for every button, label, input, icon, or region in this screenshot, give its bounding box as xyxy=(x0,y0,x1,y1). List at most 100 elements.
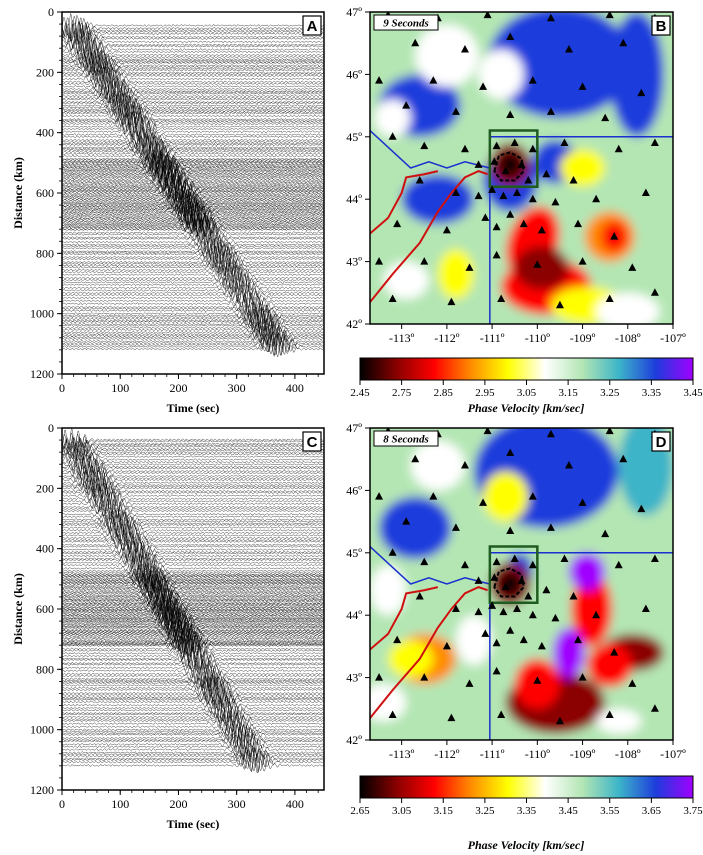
waveform-trace-154 xyxy=(62,285,324,302)
anomaly-16 xyxy=(560,149,605,186)
colorbar-tick-label-4: 3.05 xyxy=(517,387,537,399)
y-tick-label-6: 1200 xyxy=(30,783,54,797)
anomaly-13 xyxy=(587,643,632,687)
colorbar-tick-label-7: 3.35 xyxy=(642,387,662,399)
waveform-trace-150 xyxy=(62,686,324,711)
anomaly-17 xyxy=(569,553,605,590)
anomaly-2 xyxy=(379,497,451,559)
y-tick-label-4: 800 xyxy=(36,662,54,676)
ylabel-c: Distance (km) xyxy=(11,573,25,645)
y-tick-label-4: 800 xyxy=(36,246,54,260)
y-tick-label-1: 200 xyxy=(36,481,54,495)
anomaly-7 xyxy=(479,49,524,99)
anomaly-6 xyxy=(483,472,528,522)
waveform-trace-134 xyxy=(62,655,324,673)
colorbar-tick-label-4: 3.35 xyxy=(517,805,537,817)
waveform-trace-149 xyxy=(62,270,324,289)
lon-tick-label-2: -111º xyxy=(480,331,505,345)
colorbar-label-b: Phase Velocity [km/sec] xyxy=(468,401,585,415)
x-tick-label-1: 100 xyxy=(111,381,129,395)
map-d: -113º -112º -111º -110º -109º -108º -107º42º43… xyxy=(346,416,703,852)
lat-tick-label-0: 42º xyxy=(346,733,362,747)
waveform-trace-3 xyxy=(62,438,324,453)
panel-label-c: C xyxy=(307,434,318,451)
waveform-trace-165 xyxy=(62,726,324,742)
period-label-d: 8 Seconds xyxy=(383,434,429,446)
anomaly-5 xyxy=(402,174,474,224)
colorbar-label-d: Phase Velocity [km/sec] xyxy=(468,838,585,852)
panel-label-b: B xyxy=(656,18,667,35)
waveform-trace-140 xyxy=(62,670,324,689)
x-tick-label-3: 300 xyxy=(228,381,246,395)
waveform-trace-9 xyxy=(62,449,324,463)
lon-tick-label-0: -113º xyxy=(389,747,415,761)
colorbar-b: 2.45 2.75 2.85 2.95 3.05 3.15 3.25 3.35 3.45 Pha… xyxy=(350,358,703,415)
lat-tick-label-5: 47º xyxy=(346,421,362,435)
lat-tick-label-3: 45º xyxy=(346,130,362,144)
x-tick-label-3: 300 xyxy=(228,797,246,811)
x-tick-label-2: 200 xyxy=(169,797,187,811)
colorbar-tick-label-5: 3.45 xyxy=(559,805,579,817)
y-tick-label-5: 1000 xyxy=(30,723,54,737)
colorbar-ticks-d: 2.65 3.05 3.15 3.25 3.35 3.45 3.55 3.65 3.75 xyxy=(350,798,703,817)
y-tick-label-2: 400 xyxy=(36,542,54,556)
waveform-trace-36 xyxy=(62,93,324,111)
y-tick-label-0: 0 xyxy=(48,5,54,19)
waveform-trace-46 xyxy=(62,112,324,129)
lon-tick-label-3: -110º xyxy=(525,331,551,345)
lon-tick-label-1: -112º xyxy=(434,747,460,761)
y-tick-label-2: 400 xyxy=(36,126,54,140)
lon-tick-label-2: -111º xyxy=(480,747,505,761)
waveform-trace-142 xyxy=(62,253,324,275)
waveform-trace-73 xyxy=(62,582,324,595)
waveform-trace-39 xyxy=(62,518,324,537)
colorbar-ticks-b: 2.45 2.75 2.85 2.95 3.05 3.15 3.25 3.35 3.45 xyxy=(350,380,703,399)
lat-tick-label-0: 42º xyxy=(346,317,362,331)
lon-tick-label-6: -107º xyxy=(660,747,686,761)
colorbar-tick-label-1: 2.75 xyxy=(392,387,412,399)
anomaly-1 xyxy=(619,416,673,516)
lat-tick-label-4: 46º xyxy=(346,67,362,81)
y-tick-label-5: 1000 xyxy=(30,307,54,321)
anomaly-16 xyxy=(553,628,585,678)
ylabel-a: Distance (km) xyxy=(11,157,25,229)
panel-label-a: A xyxy=(307,18,318,35)
record-section-a: 0 100 200 300 400020040060080010001200 A Tim… xyxy=(11,5,324,415)
waveform-trace-48 xyxy=(62,111,324,136)
record-section-c: 0 100 200 300 400020040060080010001200 C Tim… xyxy=(11,421,324,831)
map-b: -113º -112º -111º -110º -109º -108º -107º42º43… xyxy=(346,2,703,415)
lon-tick-label-4: -109º xyxy=(570,331,596,345)
xlabel-c: Time (sec) xyxy=(167,817,220,831)
waveform-trace-133 xyxy=(62,238,324,250)
x-tick-label-0: 0 xyxy=(59,381,65,395)
waveform-trace-54 xyxy=(62,131,324,149)
waveform-trace-143 xyxy=(62,673,324,691)
colorbar-tick-label-2: 2.85 xyxy=(434,387,454,399)
anomaly-20 xyxy=(596,709,641,734)
lon-tick-label-1: -112º xyxy=(434,331,460,345)
waveform-trace-5 xyxy=(62,441,324,457)
colorbar-d: 2.65 3.05 3.15 3.25 3.35 3.45 3.55 3.65 3.75 Pha… xyxy=(350,776,703,852)
colorbar-tick-label-5: 3.15 xyxy=(559,387,579,399)
anomaly-18 xyxy=(456,615,492,665)
period-label-b: 9 Seconds xyxy=(383,18,429,30)
x-tick-label-1: 100 xyxy=(111,797,129,811)
velocity-field-b xyxy=(360,2,683,334)
colorbar-tick-label-3: 3.25 xyxy=(475,805,495,817)
lon-tick-label-4: -109º xyxy=(570,747,596,761)
lat-tick-label-3: 45º xyxy=(346,546,362,560)
waveform-trace-168 xyxy=(62,731,324,749)
waveform-trace-38 xyxy=(62,94,324,117)
lon-tick-label-0: -113º xyxy=(389,331,415,345)
colorbar-tick-label-7: 3.65 xyxy=(642,805,662,817)
lon-tick-label-5: -108º xyxy=(615,331,641,345)
velocity-anomalies xyxy=(360,2,683,334)
waveform-trace-177 xyxy=(62,748,324,772)
panel-label-d: D xyxy=(656,434,667,451)
y-tick-label-1: 200 xyxy=(36,65,54,79)
y-tick-label-6: 1200 xyxy=(30,367,54,381)
anomaly-8 xyxy=(370,565,406,615)
colorbar-tick-label-2: 3.15 xyxy=(434,805,454,817)
waveform-trace-158 xyxy=(62,292,324,314)
